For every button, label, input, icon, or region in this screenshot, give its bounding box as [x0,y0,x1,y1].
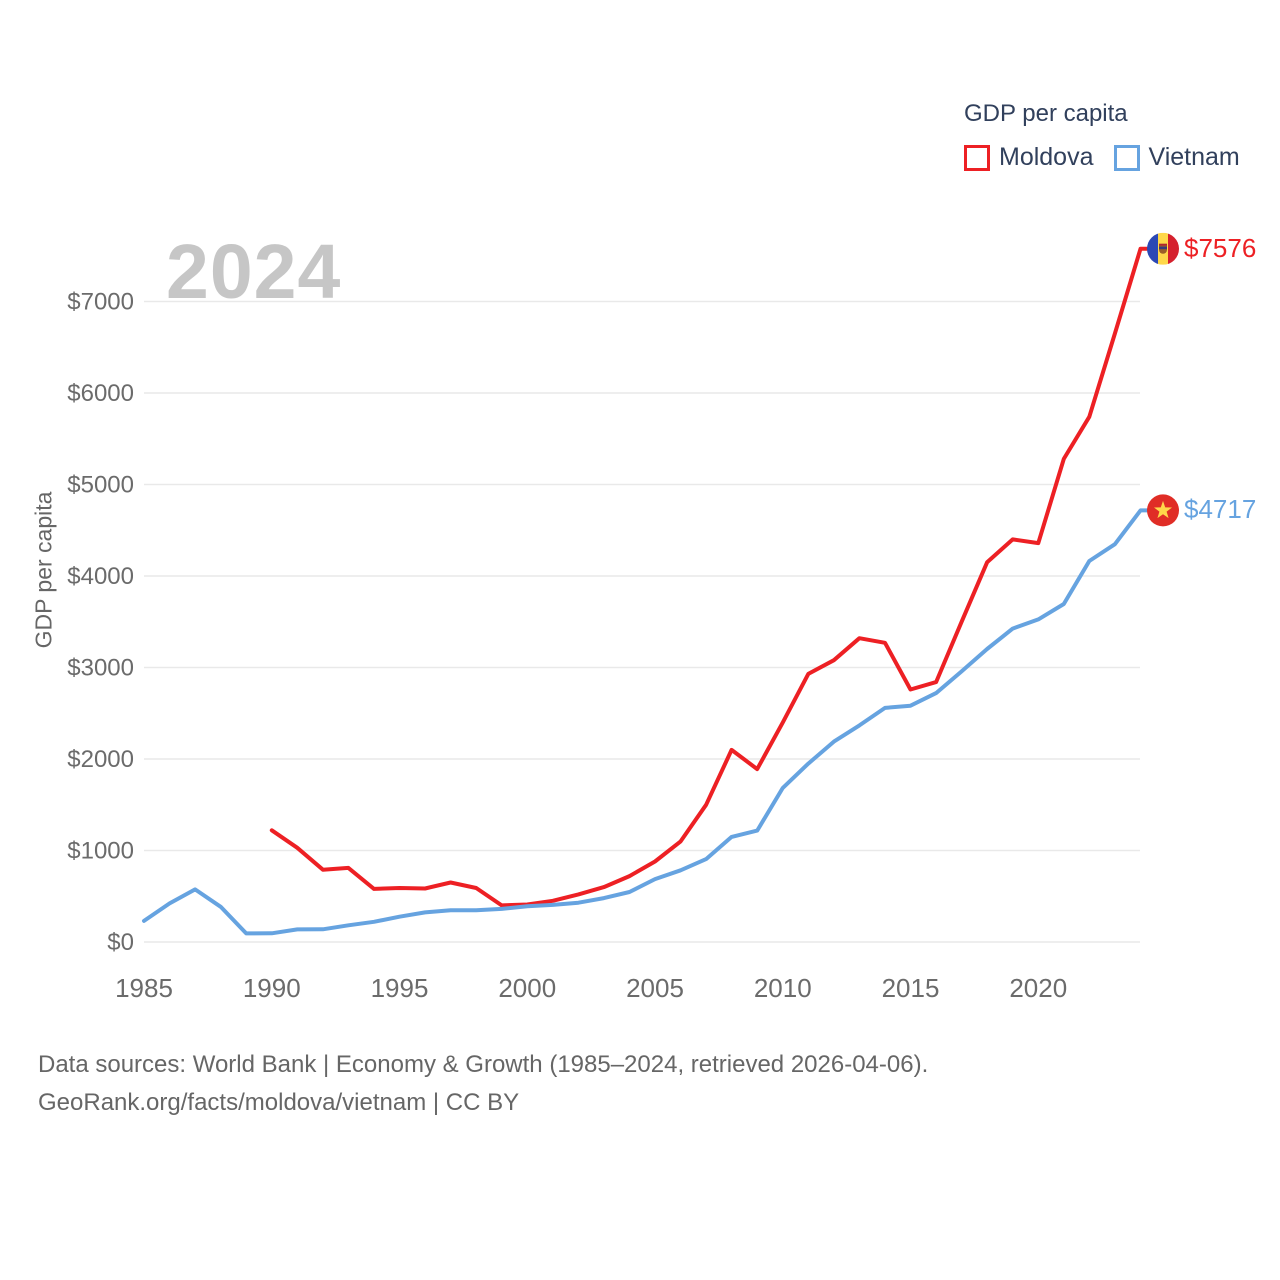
vietnam-swatch-icon [1113,144,1140,171]
y-tick-label: $7000 [67,289,134,316]
footer-attribution-line: GeoRank.org/facts/moldova/vietnam | CC B… [38,1089,520,1116]
vietnam-value-label: $4717 [1184,494,1257,525]
gridlines [144,300,1140,943]
legend-items: Moldova Vietnam [964,143,1240,172]
x-tick-label: 2015 [882,973,940,1003]
axis-tick-labels: $0 $1000 $2000 $3000 $4000 $5000 $6000 $7000 198… [67,289,1067,1004]
moldova-line [269,246,1149,908]
x-tick-label: 2020 [1009,973,1067,1003]
x-tick-label: 1995 [371,973,429,1003]
vietnam-line [142,508,1149,936]
footer-source-line: Data sources: World Bank | Economy & Gro… [38,1051,929,1078]
y-tick-label: $1000 [67,838,134,865]
x-tick-label: 1990 [243,973,301,1003]
y-tick-label: $3000 [67,655,134,682]
y-tick-label: $2000 [67,746,134,773]
y-tick-label: $6000 [67,380,134,407]
y-tick-label: $5000 [67,472,134,499]
x-tick-label: 2010 [754,973,812,1003]
legend: GDP per capita Moldova Vietnam [964,100,1240,172]
moldova-value-label: $7576 [1184,232,1257,263]
series-lines [142,246,1149,936]
year-watermark: 2024 [166,229,342,315]
legend-label-moldova: Moldova [999,143,1094,171]
vietnam-flag-icon [1147,494,1179,527]
moldova-swatch-icon [964,144,990,171]
y-tick-label: $0 [107,929,134,956]
legend-title: GDP per capita [964,100,1128,127]
y-tick-label: $4000 [67,563,134,590]
legend-item-vietnam[interactable]: Vietnam [1113,143,1240,172]
moldova-flag-icon [1147,232,1179,265]
legend-item-moldova[interactable]: Moldova [964,143,1094,172]
footer: Data sources: World Bank | Economy & Gro… [38,1046,928,1122]
legend-label-vietnam: Vietnam [1148,143,1240,171]
x-tick-label: 2005 [626,973,684,1003]
x-tick-label: 2000 [498,973,556,1003]
x-tick-label: 1985 [115,973,173,1003]
y-axis-title: GDP per capita [30,491,57,649]
